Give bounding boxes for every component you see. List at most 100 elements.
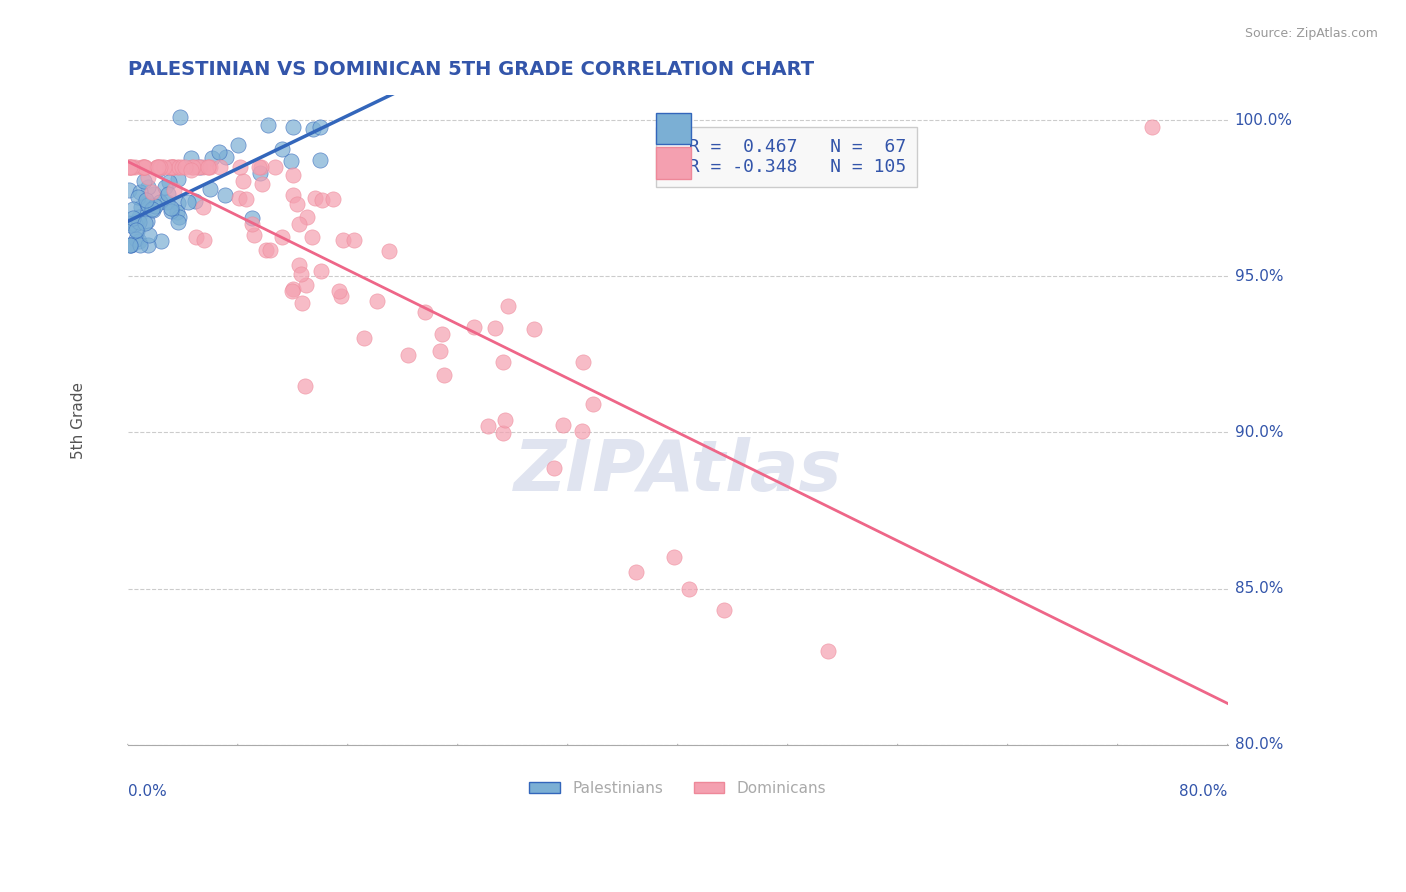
Point (543, 460, 565, 475)
Point (250, 177, 273, 191)
Point (308, 120, 330, 134)
Text: PALESTINIAN VS DOMINICAN 5TH GRADE CORRELATION CHART: PALESTINIAN VS DOMINICAN 5TH GRADE CORRE… (128, 60, 814, 78)
Point (624, 566, 647, 580)
Point (136, 238, 159, 252)
Point (551, 417, 574, 432)
FancyBboxPatch shape (655, 147, 690, 178)
Point (366, 294, 388, 309)
Point (162, 160, 184, 174)
Point (280, 153, 302, 168)
Point (167, 215, 190, 229)
Point (145, 160, 167, 174)
Point (664, 550, 686, 565)
Point (208, 145, 231, 160)
Point (186, 160, 208, 174)
Point (141, 202, 163, 217)
Point (124, 160, 146, 174)
Point (492, 355, 515, 369)
Point (148, 160, 170, 174)
Point (250, 160, 273, 174)
Point (149, 194, 172, 209)
Point (249, 166, 271, 180)
Point (283, 187, 305, 202)
Point (353, 331, 375, 345)
Point (127, 224, 149, 238)
Point (215, 150, 238, 164)
Point (198, 182, 221, 196)
Point (176, 194, 198, 209)
Point (149, 160, 172, 174)
Point (159, 160, 181, 174)
Point (155, 179, 177, 194)
Point (127, 189, 149, 203)
Point (281, 168, 304, 182)
Point (184, 194, 207, 208)
Point (228, 160, 250, 174)
Point (118, 160, 141, 174)
Point (259, 244, 281, 258)
Text: 5th Grade: 5th Grade (70, 382, 86, 458)
Point (494, 413, 516, 427)
Point (330, 289, 353, 303)
Text: 0.0%: 0.0% (128, 783, 166, 798)
Point (235, 192, 257, 206)
Point (142, 203, 165, 218)
Text: 80.0%: 80.0% (1234, 737, 1282, 752)
Point (429, 344, 451, 359)
Point (498, 299, 520, 313)
Point (181, 160, 204, 174)
Text: 95.0%: 95.0% (1234, 269, 1284, 284)
Point (283, 282, 305, 296)
Point (120, 160, 142, 174)
Point (343, 233, 366, 247)
Point (309, 153, 332, 168)
Point (136, 169, 159, 184)
Point (193, 233, 215, 247)
Point (120, 238, 142, 252)
Point (188, 160, 211, 174)
Text: 80.0%: 80.0% (1180, 783, 1227, 798)
Point (129, 200, 152, 214)
Point (193, 200, 215, 214)
Legend: Palestinians, Dominicans: Palestinians, Dominicans (523, 774, 832, 802)
Point (184, 230, 207, 244)
Point (240, 211, 263, 225)
Point (142, 187, 165, 202)
Point (492, 425, 515, 440)
Point (197, 160, 219, 174)
Point (297, 211, 319, 225)
Point (128, 234, 150, 248)
Point (134, 174, 156, 188)
Point (148, 162, 170, 177)
Point (135, 193, 157, 207)
Point (163, 183, 186, 197)
Point (302, 121, 325, 136)
Text: ZIPAtlas: ZIPAtlas (513, 437, 842, 507)
Point (167, 172, 190, 186)
Point (127, 214, 149, 228)
Point (197, 160, 219, 174)
Point (378, 244, 401, 259)
Point (122, 202, 145, 217)
Point (285, 197, 308, 211)
Point (132, 160, 155, 174)
Point (135, 214, 157, 228)
Point (208, 160, 231, 174)
Point (131, 160, 153, 174)
Text: R =  0.467   N =  67
  R = -0.348   N = 105: R = 0.467 N = 67 R = -0.348 N = 105 (666, 137, 905, 177)
Point (167, 160, 190, 174)
Point (174, 160, 197, 174)
Point (132, 160, 155, 174)
Point (187, 160, 209, 174)
Point (169, 110, 191, 124)
Point (150, 234, 173, 248)
Point (311, 194, 333, 208)
Point (193, 160, 215, 174)
Point (523, 321, 546, 335)
Point (430, 326, 453, 341)
Point (134, 216, 156, 230)
Point (152, 160, 174, 174)
Point (120, 160, 142, 174)
Point (143, 198, 166, 212)
Point (132, 160, 155, 174)
